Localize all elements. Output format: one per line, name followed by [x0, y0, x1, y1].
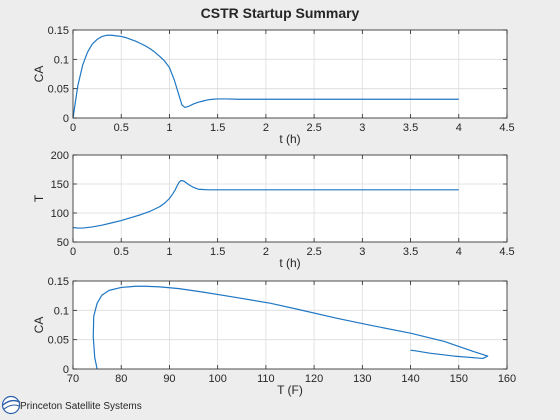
y-tick-label: 0.1 [54, 305, 69, 317]
x-tick-label: 150 [450, 373, 468, 385]
x-tick-label: 3.5 [403, 246, 418, 258]
axes-t-vs-time: 0 0.5 1 1.5 2 2.5 3 3.5 4 4.5 50 100 150 200 t (h) T [32, 150, 515, 270]
y-axis-label: CA [32, 66, 46, 83]
logo: Princeton Satellite Systems [1, 395, 142, 415]
y-tick-label: 0.05 [48, 335, 69, 347]
x-tick-label: 4 [456, 246, 462, 258]
x-tick-label: 70 [67, 373, 79, 385]
x-tick-label: 2.5 [306, 122, 321, 134]
x-tick-label: 2 [263, 246, 269, 258]
x-tick-label: 1 [166, 246, 172, 258]
x-tick-label: 1 [166, 122, 172, 134]
x-axis-label: t (h) [279, 132, 300, 146]
x-tick-label: 0.5 [114, 122, 129, 134]
plot-area [73, 281, 507, 369]
y-tick-label: 150 [51, 179, 69, 191]
x-tick-label: 0 [70, 122, 76, 134]
x-tick-label: 2.5 [306, 246, 321, 258]
x-tick-label: 0.5 [114, 246, 129, 258]
x-tick-label: 140 [401, 373, 419, 385]
x-tick-label: 1.5 [210, 122, 225, 134]
y-tick-label: 0 [63, 364, 69, 376]
x-axis-label: T (F) [277, 383, 303, 397]
x-axis-label: t (h) [279, 256, 300, 270]
figure-title: CSTR Startup Summary [201, 5, 360, 21]
x-tick-label: 80 [115, 373, 127, 385]
x-tick-label: 90 [163, 373, 175, 385]
x-tick-label: 3 [359, 122, 365, 134]
axes-box [72, 29, 508, 119]
y-axis-label: T [32, 194, 46, 202]
x-tick-label: 130 [353, 373, 371, 385]
x-tick-label: 3 [359, 246, 365, 258]
axes-ca-vs-temperature: 70 80 90 100 110 120 130 140 150 160 0 0.05 0.1 0.15 T… [32, 276, 516, 397]
x-tick-label: 4.5 [499, 122, 514, 134]
y-tick-label: 0.05 [48, 84, 69, 96]
x-tick-label: 100 [208, 373, 226, 385]
x-tick-label: 1.5 [210, 246, 225, 258]
x-tick-label: 4 [456, 122, 462, 134]
y-tick-label: 50 [57, 237, 69, 249]
pss-logo-icon [1, 395, 21, 415]
x-tick-label: 160 [498, 373, 516, 385]
x-tick-label: 4.5 [499, 246, 514, 258]
axes-ca-vs-time: 0 0.5 1 1.5 2 2.5 3 3.5 4 4.5 0 0.05 0.1 0.15 t (h) CA [32, 25, 515, 146]
series-line [72, 179, 459, 229]
x-tick-label: 110 [257, 373, 275, 385]
series-line [92, 285, 489, 370]
x-tick-label: 0 [70, 246, 76, 258]
y-tick-label: 0.15 [48, 276, 69, 288]
x-tick-label: 3.5 [403, 122, 418, 134]
y-axis-label: CA [32, 317, 46, 334]
y-tick-label: 0 [63, 113, 69, 125]
logo-text: Princeton Satellite Systems [20, 401, 142, 412]
plot-area [73, 30, 507, 118]
x-tick-label: 120 [305, 373, 323, 385]
axes-box [72, 154, 508, 243]
y-tick-label: 0.15 [48, 25, 69, 37]
x-tick-label: 2 [263, 122, 269, 134]
y-tick-label: 200 [51, 150, 69, 162]
series-line [72, 34, 459, 119]
y-tick-label: 0.1 [54, 54, 69, 66]
plot-area [73, 155, 507, 242]
axes-box [72, 280, 508, 370]
y-tick-label: 100 [51, 208, 69, 220]
